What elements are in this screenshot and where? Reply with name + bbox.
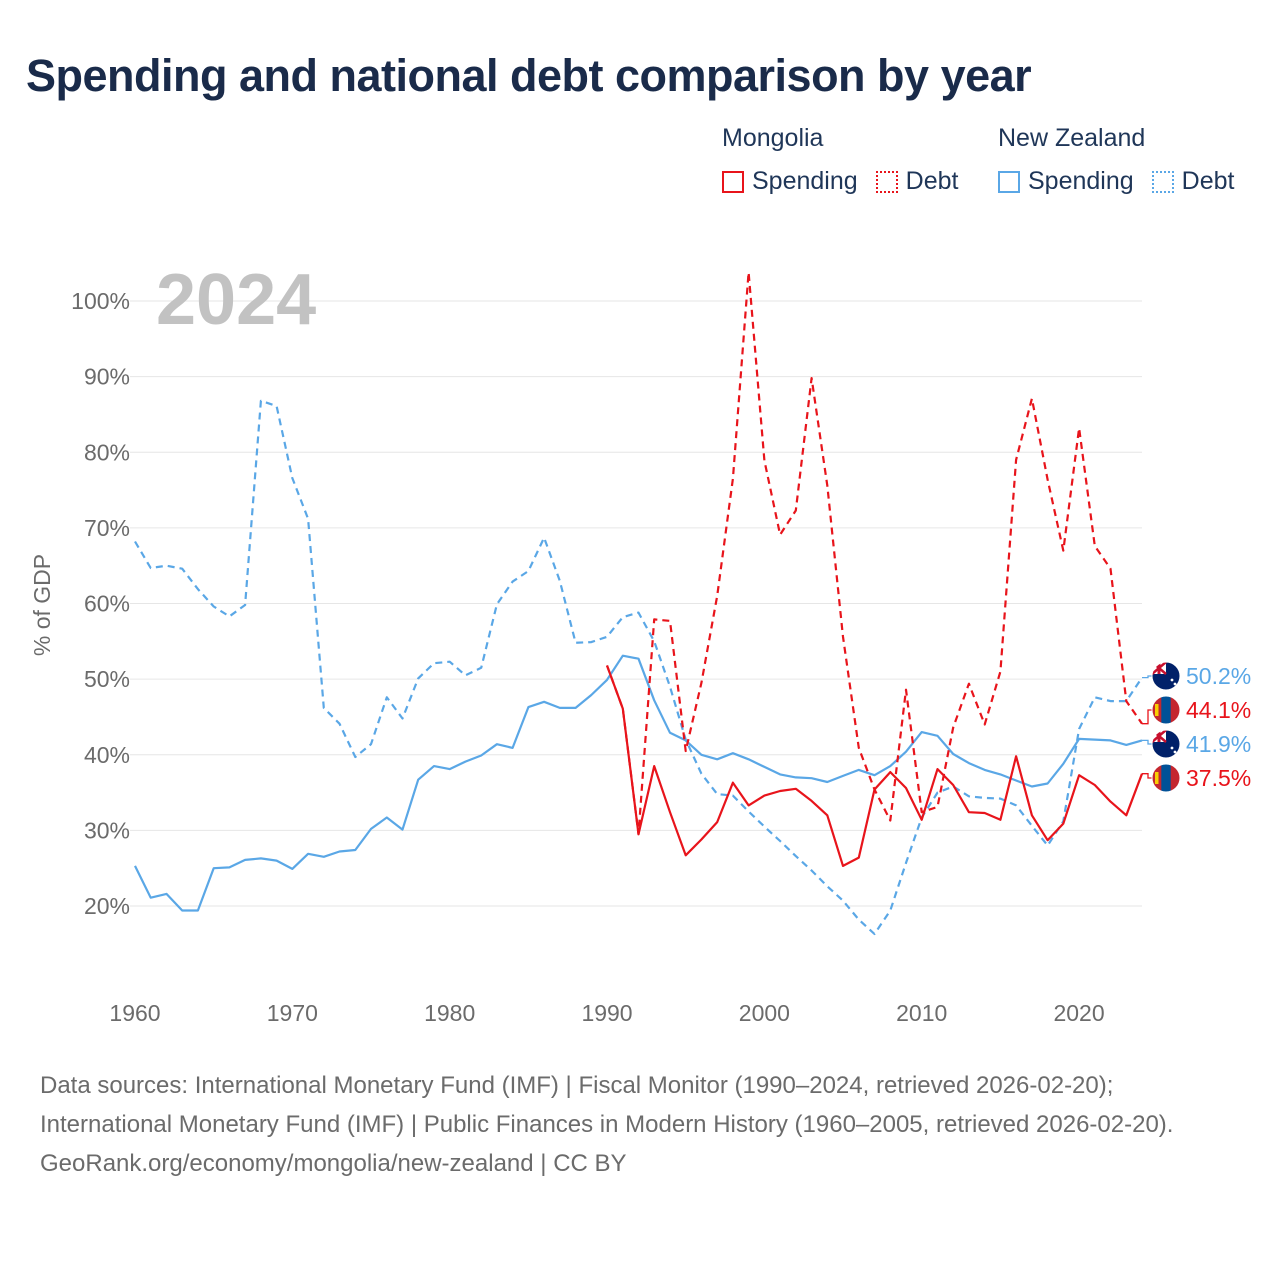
- y-tick-label: 100%: [71, 288, 130, 314]
- series-line-mongolia-spending[interactable]: [605, 665, 1144, 868]
- y-axis-label: % of GDP: [29, 554, 55, 656]
- legend-label: Spending: [752, 167, 858, 195]
- series-lines: [134, 271, 1144, 936]
- mongolia-flag-icon: [1151, 695, 1181, 725]
- y-tick-label: 70%: [84, 515, 130, 541]
- chart-title: Spending and national debt comparison by…: [26, 50, 1032, 101]
- y-tick-label: 20%: [84, 893, 130, 919]
- series-line-new-zealand-spending[interactable]: [134, 654, 1143, 912]
- x-tick-label: 1970: [267, 1000, 318, 1026]
- end-value-label: 44.1%: [1186, 697, 1251, 723]
- legend-mongolia-spending[interactable]: Spending: [722, 167, 858, 196]
- credit-link[interactable]: GeoRank.org/economy/mongolia/new-zealand…: [40, 1150, 627, 1177]
- end-value-label: 50.2%: [1186, 663, 1251, 689]
- x-tick-label: 1960: [109, 1000, 160, 1026]
- legend-mongolia: Mongolia Spending Debt: [722, 124, 976, 196]
- y-tick-label: 90%: [84, 364, 130, 390]
- line-chart: 2024 20%30%40%50%60%70%80%90%100% 1960 19…: [29, 260, 1251, 1026]
- legend-nz-spending[interactable]: Spending: [998, 167, 1134, 196]
- series-line-new-zealand-debt[interactable]: [134, 399, 1143, 936]
- end-label-connector: [1142, 675, 1154, 679]
- legend-nz-debt[interactable]: Debt: [1151, 167, 1235, 196]
- footer: Data sources: International Monetary Fun…: [40, 1066, 1240, 1183]
- legend-mongolia-debt[interactable]: Debt: [875, 167, 959, 196]
- end-value-label: 37.5%: [1186, 765, 1251, 791]
- x-tick-label: 2000: [739, 1000, 790, 1026]
- end-label-connector: [1142, 709, 1154, 725]
- legend-label: Spending: [1028, 167, 1134, 195]
- legend-country-name: Mongolia: [722, 124, 824, 152]
- legend-swatch-dotted: [875, 170, 898, 193]
- x-tick-label: 2020: [1053, 1000, 1104, 1026]
- y-tick-label: 40%: [84, 742, 130, 768]
- x-axis: 1960 1970 1980 1990 2000 2010 2020: [109, 1000, 1104, 1026]
- year-watermark: 2024: [156, 260, 316, 340]
- x-tick-label: 1980: [424, 1000, 475, 1026]
- legend-country-name: New Zealand: [998, 124, 1146, 152]
- x-tick-label: 2010: [896, 1000, 947, 1026]
- legend-label: Debt: [1181, 167, 1235, 195]
- legend-new-zealand: New Zealand Spending Debt: [998, 124, 1252, 196]
- series-line-mongolia-debt[interactable]: [605, 271, 1143, 836]
- x-tick-label: 1990: [581, 1000, 632, 1026]
- y-tick-label: 80%: [84, 439, 130, 465]
- end-value-label: 41.9%: [1186, 731, 1251, 757]
- new-zealand-flag-icon: [1151, 729, 1181, 759]
- end-label-connector: [1142, 773, 1154, 779]
- gridlines: [130, 300, 1142, 907]
- legend-swatch-dotted: [1151, 170, 1174, 193]
- new-zealand-flag-icon: [1151, 661, 1181, 691]
- legend-swatch-solid: [722, 170, 744, 193]
- end-labels: 50.2% 44.1% 41.9% 37.5%: [1142, 661, 1251, 793]
- legend-label: Debt: [905, 167, 959, 195]
- legend-swatch-solid: [998, 170, 1020, 193]
- y-tick-label: 30%: [84, 817, 130, 843]
- end-label-connector: [1142, 739, 1154, 745]
- mongolia-flag-icon: [1151, 763, 1181, 793]
- y-tick-label: 50%: [84, 666, 130, 692]
- y-tick-label: 60%: [84, 591, 130, 617]
- data-sources: Data sources: International Monetary Fun…: [40, 1072, 1174, 1138]
- y-axis: 20% 30% 40% 50% 60% 70% 80% 90% 100%: [71, 288, 130, 919]
